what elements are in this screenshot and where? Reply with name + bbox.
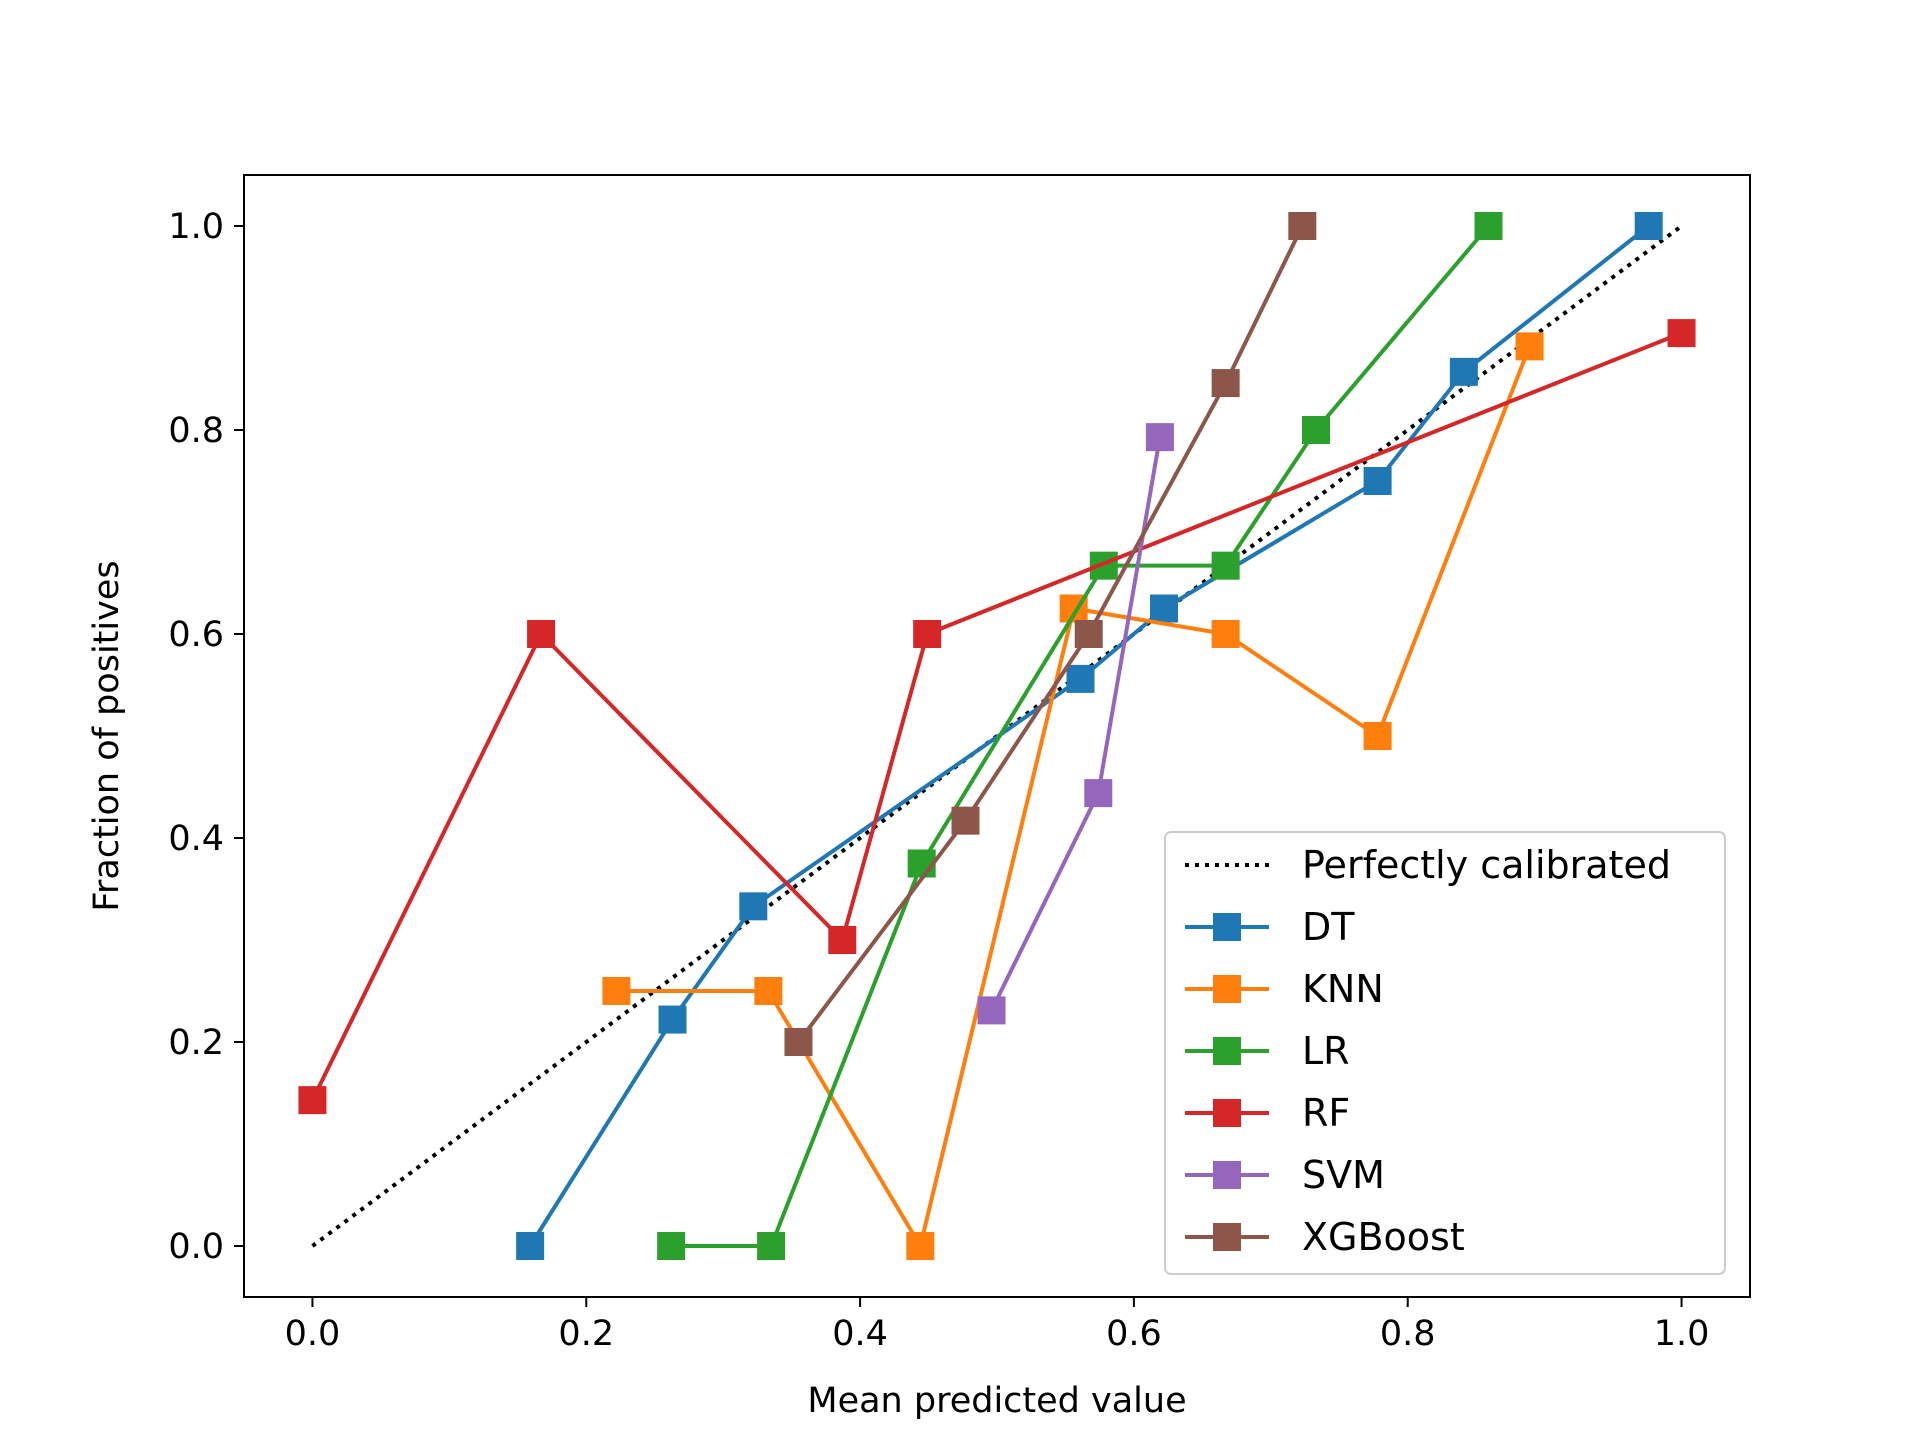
- legend-item-perfectly-calibrated: Perfectly calibrated: [1185, 843, 1671, 887]
- x-axis-label: Mean predicted value: [807, 1381, 1186, 1421]
- data-point-dt: [1363, 467, 1392, 495]
- legend-label-svm: SVM: [1302, 1153, 1385, 1197]
- legend-marker-dt: [1213, 913, 1241, 941]
- y-axis-label: Fraction of positives: [87, 560, 127, 911]
- data-point-rf: [298, 1086, 327, 1115]
- data-point-svm: [1084, 779, 1113, 808]
- legend-item-rf: RF: [1185, 1091, 1350, 1135]
- legend-item-lr: LR: [1185, 1029, 1350, 1073]
- data-point-svm: [1145, 423, 1174, 452]
- data-point-rf: [828, 926, 857, 954]
- plot-frame: [243, 174, 1751, 1298]
- data-point-knn: [754, 977, 783, 1005]
- series-rf: [298, 319, 1696, 1115]
- data-point-lr: [657, 1232, 686, 1260]
- legend-marker-rf: [1213, 1099, 1241, 1127]
- legend-label-xgboost: XGBoost: [1302, 1215, 1465, 1259]
- data-point-dt: [1449, 357, 1478, 386]
- series-xgboost: [784, 212, 1317, 1056]
- series-knn: [602, 332, 1544, 1260]
- legend-item-xgboost: XGBoost: [1185, 1215, 1465, 1259]
- data-point-rf: [913, 620, 942, 648]
- data-point-knn: [1363, 722, 1392, 750]
- data-point-rf: [527, 620, 556, 648]
- y-tick-label: 0.6: [168, 615, 224, 655]
- series-svm: [977, 423, 1174, 1025]
- y-tick-label: 1.0: [168, 207, 224, 247]
- data-point-lr: [1474, 212, 1503, 240]
- legend-box: [1164, 831, 1726, 1275]
- x-tick-label: 0.0: [285, 1314, 341, 1354]
- y-tick-label: 0.8: [168, 411, 224, 451]
- x-tick-label: 0.6: [1106, 1314, 1162, 1354]
- data-point-xgboost: [1288, 212, 1317, 240]
- y-tick-label: 0.2: [168, 1023, 224, 1063]
- legend-label-knn: KNN: [1302, 967, 1384, 1011]
- plot-content: [298, 212, 1696, 1260]
- data-point-xgboost: [784, 1028, 813, 1056]
- x-tick-label: 0.2: [558, 1314, 614, 1354]
- data-point-dt: [658, 1005, 687, 1034]
- x-axis: 0.0 0.2 0.4 0.6 0.8 1.0: [285, 1297, 1710, 1354]
- legend-label-lr: LR: [1302, 1029, 1350, 1073]
- y-tick-label: 0.0: [168, 1227, 224, 1267]
- data-point-knn: [1515, 332, 1544, 361]
- legend-item-svm: SVM: [1185, 1153, 1385, 1197]
- x-tick-label: 0.8: [1380, 1314, 1436, 1354]
- data-point-dt: [739, 892, 768, 921]
- legend-marker-svm: [1213, 1161, 1241, 1189]
- data-point-lr: [757, 1232, 786, 1260]
- data-point-svm: [977, 996, 1006, 1025]
- data-point-knn: [1211, 620, 1240, 648]
- x-tick-label: 1.0: [1654, 1314, 1710, 1354]
- legend: Perfectly calibrated DT KNN LR RF SVM XGBoost: [1164, 831, 1726, 1275]
- legend-marker-lr: [1213, 1037, 1241, 1065]
- data-point-dt: [1150, 594, 1179, 623]
- legend-marker-knn: [1213, 975, 1241, 1003]
- data-point-knn: [906, 1232, 935, 1260]
- legend-label-perfectly-calibrated: Perfectly calibrated: [1302, 843, 1671, 887]
- legend-label-rf: RF: [1302, 1091, 1350, 1135]
- legend-marker-xgboost: [1213, 1223, 1241, 1251]
- data-point-dt: [1634, 212, 1663, 240]
- y-axis: 0.0 0.2 0.4 0.6 0.8 1.0: [168, 207, 244, 1267]
- y-tick-label: 0.4: [168, 819, 224, 859]
- data-point-xgboost: [951, 806, 980, 835]
- legend-item-knn: KNN: [1185, 967, 1384, 1011]
- data-point-lr: [1301, 416, 1330, 444]
- legend-label-dt: DT: [1302, 905, 1355, 949]
- data-point-rf: [1667, 319, 1696, 348]
- data-point-lr: [1211, 551, 1240, 580]
- data-point-knn: [602, 977, 631, 1005]
- data-point-dt: [1066, 664, 1095, 693]
- data-point-dt: [516, 1232, 545, 1260]
- data-point-xgboost: [1211, 369, 1240, 398]
- data-point-xgboost: [1074, 620, 1103, 648]
- x-tick-label: 0.4: [832, 1314, 888, 1354]
- legend-item-dt: DT: [1185, 905, 1355, 949]
